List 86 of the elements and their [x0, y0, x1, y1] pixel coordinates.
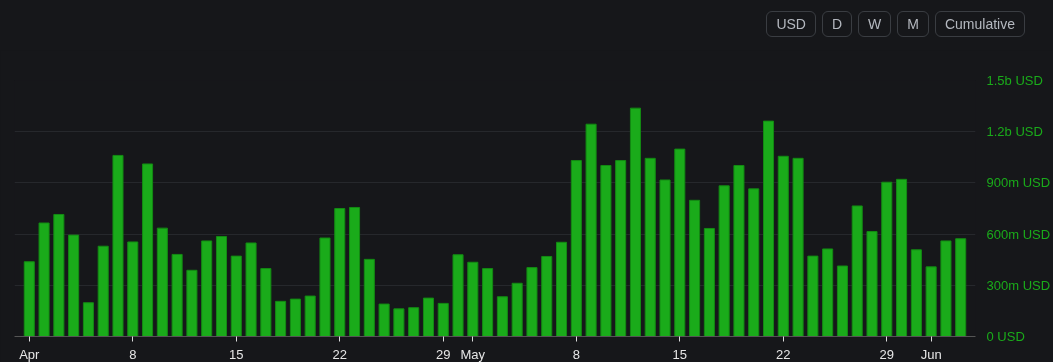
- x-tick-label: 29: [436, 346, 451, 362]
- bar: [289, 298, 301, 337]
- bar: [142, 163, 154, 337]
- bar: [82, 302, 94, 337]
- bar: [866, 231, 878, 337]
- text: Cumulative: [934, 11, 1025, 37]
- y-tick-label: 300m USD: [986, 277, 1051, 293]
- x-tick-label: 8: [129, 346, 137, 362]
- bar: [393, 308, 405, 337]
- bar: [171, 253, 183, 337]
- bar: [349, 206, 361, 337]
- bar: [585, 123, 597, 337]
- text: M: [897, 11, 929, 37]
- bar: [526, 267, 538, 337]
- x-tick-label: 22: [776, 346, 791, 362]
- bar: [851, 205, 863, 337]
- x-tick-label: May: [460, 346, 486, 362]
- x-tick-label: 8: [572, 346, 580, 362]
- bar: [910, 249, 922, 337]
- bar: [925, 266, 937, 337]
- bar: [940, 240, 952, 337]
- y-tick-label: 900m USD: [986, 175, 1051, 191]
- bar: [718, 185, 730, 337]
- bar: [215, 235, 228, 337]
- x-tick-label: 29: [879, 346, 895, 362]
- bar: [615, 160, 627, 337]
- y-tick-label: 1.5b USD: [986, 73, 1043, 88]
- bar: [748, 188, 760, 337]
- bar: [319, 237, 331, 337]
- bar: [245, 242, 257, 337]
- bar: [363, 258, 375, 337]
- bar: [511, 282, 523, 337]
- bar: [68, 234, 80, 337]
- bar: [452, 254, 464, 337]
- bar: [437, 302, 449, 337]
- text: USD: [766, 11, 816, 37]
- bar: [733, 164, 745, 337]
- bar: [53, 213, 65, 337]
- bar: [230, 255, 242, 337]
- bar: [275, 300, 287, 337]
- bar: [38, 222, 50, 337]
- y-tick-label: 0 USD: [986, 329, 1025, 344]
- bar: [807, 255, 819, 337]
- bar: [156, 227, 168, 337]
- bar: [260, 268, 272, 337]
- bar: [496, 296, 508, 337]
- bar: [201, 240, 213, 337]
- y-tick-label: 600m USD: [986, 226, 1051, 242]
- bar: [792, 157, 804, 337]
- bar: [541, 255, 553, 337]
- bar: [378, 303, 390, 337]
- bar: [896, 178, 908, 337]
- x-tick-label: Jun: [920, 346, 942, 362]
- bar: [822, 248, 834, 337]
- bar: [23, 261, 35, 337]
- bar: [570, 160, 582, 337]
- bar: [467, 261, 479, 337]
- bar: [674, 148, 686, 337]
- bar: [97, 245, 109, 337]
- bar: [304, 295, 316, 337]
- x-tick-label: 22: [332, 346, 347, 362]
- bar: [127, 241, 139, 337]
- bar: [689, 199, 701, 337]
- bar: [112, 154, 124, 337]
- bar: [703, 227, 715, 337]
- bar: [659, 179, 671, 337]
- bar: [644, 157, 656, 337]
- bar: [955, 238, 967, 337]
- y-tick-label: 1.2b USD: [986, 124, 1043, 140]
- text: W: [858, 11, 892, 37]
- bar: [556, 241, 568, 337]
- bar: [600, 164, 612, 337]
- text: D: [821, 11, 853, 37]
- x-tick-label: 15: [229, 346, 244, 362]
- bar: [422, 297, 434, 337]
- bar: [186, 269, 198, 337]
- x-tick-label: 15: [672, 346, 688, 362]
- bar: [762, 120, 775, 337]
- bar: [334, 208, 346, 337]
- bar: [881, 181, 893, 337]
- x-tick-label: Apr: [19, 346, 41, 362]
- bar: [777, 155, 789, 337]
- bar: [482, 268, 494, 337]
- bar: [629, 107, 641, 337]
- bar: [836, 265, 848, 337]
- bar: [408, 307, 420, 337]
